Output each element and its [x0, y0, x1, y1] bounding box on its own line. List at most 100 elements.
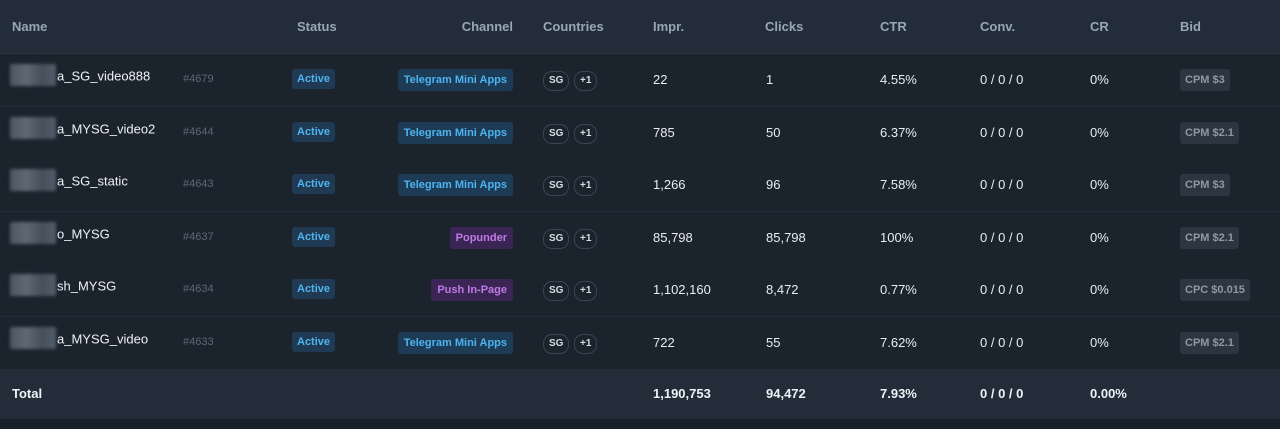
- header-status[interactable]: Status: [297, 19, 337, 34]
- country-pill: SG: [543, 176, 570, 196]
- status-badge: Active: [292, 279, 336, 299]
- table-row[interactable]: a_SG_video888 #4679 Active Telegram Mini Ap…: [0, 54, 1280, 107]
- channel-badge: Push In-Page: [431, 279, 513, 301]
- campaign-name[interactable]: a_SG_static: [10, 169, 128, 191]
- campaign-name[interactable]: o_MYSG: [10, 221, 110, 244]
- total-impressions: 1,190,753: [653, 386, 711, 401]
- more-countries-pill[interactable]: +1: [574, 71, 598, 91]
- campaign-id: #4644: [183, 125, 214, 138]
- bid-badge[interactable]: CPM $2.1: [1180, 226, 1239, 249]
- cr-value: 0%: [1090, 72, 1109, 87]
- status-badge: Active: [292, 331, 336, 352]
- campaign-name-text[interactable]: a_MYSG_video: [57, 330, 149, 346]
- redacted-name-blur: [10, 64, 56, 86]
- impressions-value: 1,266: [653, 177, 686, 192]
- clicks-value: 55: [766, 334, 781, 350]
- conversions-value: 0 / 0 / 0: [980, 334, 1024, 350]
- bid-badge[interactable]: CPM $2.1: [1180, 121, 1239, 144]
- cr-value: 0%: [1090, 229, 1109, 245]
- total-conversions: 0 / 0 / 0: [980, 386, 1024, 401]
- channel-badge: Telegram Mini Apps: [397, 331, 513, 354]
- redacted-name-blur: [10, 326, 56, 349]
- header-channel[interactable]: Channel: [461, 19, 513, 34]
- table-row[interactable]: a_MYSG_video2 #4644 Active Telegram Mini Ap…: [0, 106, 1280, 160]
- table-row[interactable]: sh_MYSG #4634 Active Push In-Page SG +1 1,102,…: [0, 264, 1280, 317]
- cr-value: 0%: [1090, 334, 1109, 350]
- country-pill: SG: [543, 71, 570, 91]
- channel-badge: Telegram Mini Apps: [397, 69, 513, 91]
- table-row[interactable]: a_MYSG_video #4633 Active Telegram Mini App…: [0, 316, 1280, 370]
- total-ctr: 7.93%: [880, 386, 917, 401]
- campaign-name-text[interactable]: a_SG_static: [57, 173, 128, 189]
- clicks-value: 96: [766, 177, 781, 192]
- header-name[interactable]: Name: [12, 19, 48, 34]
- bid-badge[interactable]: CPC $0.015: [1180, 279, 1250, 301]
- conversions-value: 0 / 0 / 0: [980, 282, 1024, 297]
- total-cr: 0.00%: [1090, 386, 1127, 401]
- campaign-name[interactable]: a_MYSG_video: [10, 326, 149, 349]
- table-row[interactable]: a_SG_static #4643 Active Telegram Mini Apps…: [0, 159, 1280, 212]
- ctr-value: 4.55%: [880, 72, 917, 87]
- header-countries[interactable]: Countries: [543, 19, 604, 34]
- campaign-id: #4643: [183, 178, 214, 190]
- bid-badge[interactable]: CPM $3: [1180, 174, 1230, 196]
- campaign-name-text[interactable]: sh_MYSG: [57, 278, 117, 294]
- redacted-name-blur: [10, 116, 56, 139]
- conversions-value: 0 / 0 / 0: [980, 177, 1024, 192]
- table-row[interactable]: o_MYSG #4637 Active Popunder SG +1 85,798 85,79…: [0, 211, 1280, 265]
- campaign-id: #4679: [183, 73, 214, 85]
- clicks-value: 85,798: [766, 229, 806, 245]
- campaign-name[interactable]: a_SG_video888: [10, 64, 151, 86]
- cr-value: 0%: [1090, 282, 1109, 297]
- table-header: Name Status Channel Countries Impr. Clic…: [0, 0, 1280, 54]
- header-bid[interactable]: Bid: [1180, 19, 1201, 34]
- redacted-name-blur: [10, 169, 56, 191]
- more-countries-pill[interactable]: +1: [574, 123, 598, 144]
- campaign-name-text[interactable]: a_SG_video888: [57, 68, 151, 84]
- campaign-id: #4634: [183, 283, 214, 295]
- more-countries-pill[interactable]: +1: [574, 333, 598, 354]
- header-cr[interactable]: CR: [1090, 19, 1109, 34]
- cr-value: 0%: [1090, 177, 1109, 192]
- campaign-name[interactable]: a_MYSG_video2: [10, 116, 156, 139]
- bid-badge[interactable]: CPM $2.1: [1180, 331, 1239, 354]
- channel-badge: Telegram Mini Apps: [397, 174, 513, 196]
- channel-badge: Popunder: [449, 226, 513, 249]
- total-row: Total 1,190,753 94,472 7.93% 0 / 0 / 0 0…: [0, 369, 1280, 419]
- more-countries-pill[interactable]: +1: [574, 228, 598, 249]
- ctr-value: 0.77%: [880, 282, 917, 297]
- impressions-value: 22: [653, 72, 668, 87]
- ctr-value: 7.58%: [880, 177, 917, 192]
- channel-badge: Telegram Mini Apps: [397, 121, 513, 144]
- total-clicks: 94,472: [766, 386, 806, 401]
- status-badge: Active: [292, 121, 336, 142]
- clicks-value: 1: [766, 72, 774, 87]
- header-ctr[interactable]: CTR: [880, 19, 907, 34]
- header-clicks[interactable]: Clicks: [765, 19, 804, 34]
- header-conversions[interactable]: Conv.: [980, 19, 1016, 34]
- redacted-name-blur: [10, 274, 56, 296]
- impressions-value: 1,102,160: [653, 282, 711, 297]
- impressions-value: 722: [653, 334, 675, 350]
- impressions-value: 85,798: [653, 229, 693, 245]
- country-pill: SG: [543, 333, 570, 354]
- status-badge: Active: [292, 226, 336, 247]
- ctr-value: 6.37%: [880, 124, 917, 140]
- clicks-value: 8,472: [766, 282, 799, 297]
- cr-value: 0%: [1090, 124, 1109, 140]
- campaign-name-text[interactable]: o_MYSG: [57, 225, 110, 241]
- bid-badge[interactable]: CPM $3: [1180, 69, 1230, 91]
- impressions-value: 785: [653, 124, 675, 140]
- more-countries-pill[interactable]: +1: [574, 281, 598, 301]
- conversions-value: 0 / 0 / 0: [980, 229, 1024, 245]
- campaign-name-text[interactable]: a_MYSG_video2: [57, 120, 156, 136]
- clicks-value: 50: [766, 124, 781, 140]
- ctr-value: 100%: [880, 229, 914, 245]
- campaign-name[interactable]: sh_MYSG: [10, 274, 117, 296]
- ctr-value: 7.62%: [880, 334, 917, 350]
- header-impressions[interactable]: Impr.: [653, 19, 685, 34]
- country-pill: SG: [543, 281, 570, 301]
- more-countries-pill[interactable]: +1: [574, 176, 598, 196]
- conversions-value: 0 / 0 / 0: [980, 72, 1024, 87]
